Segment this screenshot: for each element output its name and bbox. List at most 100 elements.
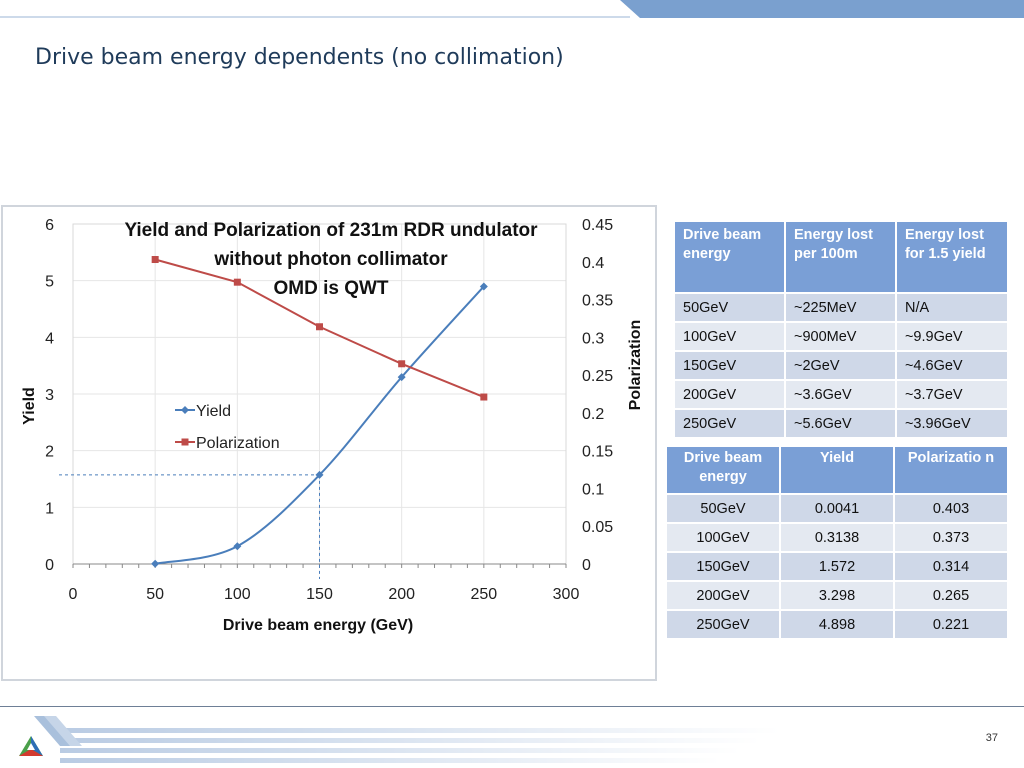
table1-header-drive-beam-energy: Drive beam energy [675, 222, 784, 292]
y-axis-label: Yield [21, 387, 38, 425]
table1-cell: ~9.9GeV [896, 323, 1007, 350]
table2-cell: 0.314 [895, 553, 1007, 580]
table2-cell: 1.572 [781, 553, 893, 580]
data-point-yield [397, 373, 406, 382]
table-row: 200GeV ~3.6GeV ~3.7GeV [675, 381, 1007, 408]
table1-cell: 100GeV [675, 323, 784, 350]
table1-header-energy-lost-per-100m: Energy lost per 100m [785, 222, 895, 292]
table2-cell: 0.265 [895, 582, 1007, 609]
y2-tick-label: 0.35 [582, 293, 613, 310]
table1-header-energy-lost-for-yield: Energy lost for 1.5 yield [896, 222, 1007, 292]
x-tick-label: 50 [146, 586, 164, 603]
energy-loss-table: Drive beam energy Energy lost per 100m E… [673, 220, 1009, 439]
y-tick-label: 3 [45, 387, 54, 404]
data-point-polarization [316, 323, 323, 331]
table2-cell: 250GeV [667, 611, 779, 638]
chart-frame: 0 50 100 150 200 250 300 0 1 2 3 4 5 6 0 0.05 0.1 0.15 0.2… [1, 205, 657, 681]
series-line-yield [154, 285, 485, 565]
y-tick-label: 4 [45, 330, 54, 347]
table1-cell: N/A [896, 294, 1007, 321]
table1-cell: ~4.6GeV [896, 352, 1007, 379]
table1-cell: ~5.6GeV [785, 410, 895, 437]
data-point-yield [151, 559, 160, 568]
y2-tick-label: 0.25 [582, 368, 613, 385]
table2-cell: 50GeV [667, 495, 779, 522]
yield-polarization-table: Drive beam energy Yield Polarizatio n 50… [665, 445, 1009, 640]
lab-logo-icon [19, 736, 43, 756]
y-tick-label: 5 [45, 274, 54, 291]
table-row: 200GeV 3.298 0.265 [667, 582, 1007, 609]
x-tick-label: 0 [69, 586, 78, 603]
y-tick-label: 6 [45, 217, 54, 234]
legend-marker-yield [181, 406, 189, 414]
x-tick-label: 250 [470, 586, 497, 603]
data-point-polarization [398, 360, 406, 368]
table2-cell: 0.3138 [781, 524, 893, 551]
table1-cell: 150GeV [675, 352, 784, 379]
y2-tick-label: 0.05 [582, 519, 613, 536]
table1-cell: ~3.6GeV [785, 381, 895, 408]
table2-cell: 4.898 [781, 611, 893, 638]
data-point-yield [315, 470, 324, 479]
x-tick-label: 100 [224, 586, 251, 603]
legend-label-yield: Yield [196, 403, 231, 420]
yield-polarization-chart: 0 50 100 150 200 250 300012345600.050.10.150.2… [21, 217, 644, 634]
x-tick-label: 300 [553, 586, 580, 603]
legend-marker-polarization [181, 438, 189, 446]
footer-decorative-band [34, 716, 780, 763]
table2-header-yield: Yield [781, 447, 893, 493]
y2-tick-label: 0.2 [582, 406, 604, 423]
y-tick-label: 1 [45, 500, 54, 517]
data-point-yield [479, 282, 488, 291]
table-row: 250GeV 4.898 0.221 [667, 611, 1007, 638]
y2-tick-label: 0.3 [582, 330, 604, 347]
table2-cell: 0.221 [895, 611, 1007, 638]
table1-cell: ~225MeV [785, 294, 895, 321]
x-tick-label: 200 [388, 586, 415, 603]
y-tick-label: 0 [45, 557, 54, 574]
data-point-yield [233, 542, 242, 551]
legend-label-polarization: Polarization [196, 435, 280, 452]
table1-cell: 50GeV [675, 294, 784, 321]
table-row: 100GeV 0.3138 0.373 [667, 524, 1007, 551]
table2-cell: 3.298 [781, 582, 893, 609]
table2-cell: 100GeV [667, 524, 779, 551]
data-point-polarization [480, 393, 488, 401]
footer-divider [0, 706, 1024, 707]
chart-title-line: OMD is QWT [273, 278, 388, 299]
x-tick-label: 150 [306, 586, 333, 603]
table2-cell: 200GeV [667, 582, 779, 609]
data-point-polarization [233, 278, 241, 286]
chart-title-line: without photon collimator [213, 249, 448, 270]
table2-header-drive-beam-energy: Drive beam energy [667, 447, 779, 493]
x-axis-label: Drive beam energy (GeV) [223, 617, 413, 634]
y2-tick-label: 0.1 [582, 481, 604, 498]
table-row: 150GeV 1.572 0.314 [667, 553, 1007, 580]
table2-cell: 0.373 [895, 524, 1007, 551]
table-row: 150GeV ~2GeV ~4.6GeV [675, 352, 1007, 379]
page-number: 37 [985, 732, 998, 744]
table2-cell: 150GeV [667, 553, 779, 580]
chart-title-line: Yield and Polarization of 231m RDR undul… [124, 220, 538, 241]
table-row: 50GeV 0.0041 0.403 [667, 495, 1007, 522]
data-point-polarization [151, 256, 159, 264]
y2-tick-label: 0.45 [582, 217, 613, 234]
table-row: 250GeV ~5.6GeV ~3.96GeV [675, 410, 1007, 437]
y-tick-label: 2 [45, 444, 54, 461]
table1-cell: ~2GeV [785, 352, 895, 379]
table2-cell: 0.403 [895, 495, 1007, 522]
table-row: 100GeV ~900MeV ~9.9GeV [675, 323, 1007, 350]
table1-cell: ~3.96GeV [896, 410, 1007, 437]
top-decorative-band [0, 0, 1024, 18]
y2-tick-label: 0 [582, 557, 591, 574]
table-row: 50GeV ~225MeV N/A [675, 294, 1007, 321]
y2-axis-label: Polarization [627, 320, 644, 411]
y2-tick-label: 0.4 [582, 255, 604, 272]
table1-cell: ~3.7GeV [896, 381, 1007, 408]
table1-cell: ~900MeV [785, 323, 895, 350]
table1-cell: 250GeV [675, 410, 784, 437]
slide-title: Drive beam energy dependents (no collima… [35, 45, 564, 70]
table2-cell: 0.0041 [781, 495, 893, 522]
y2-tick-label: 0.15 [582, 444, 613, 461]
table1-cell: 200GeV [675, 381, 784, 408]
